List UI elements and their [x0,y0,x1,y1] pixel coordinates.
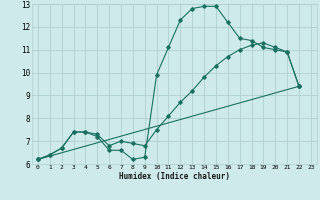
X-axis label: Humidex (Indice chaleur): Humidex (Indice chaleur) [119,172,230,181]
